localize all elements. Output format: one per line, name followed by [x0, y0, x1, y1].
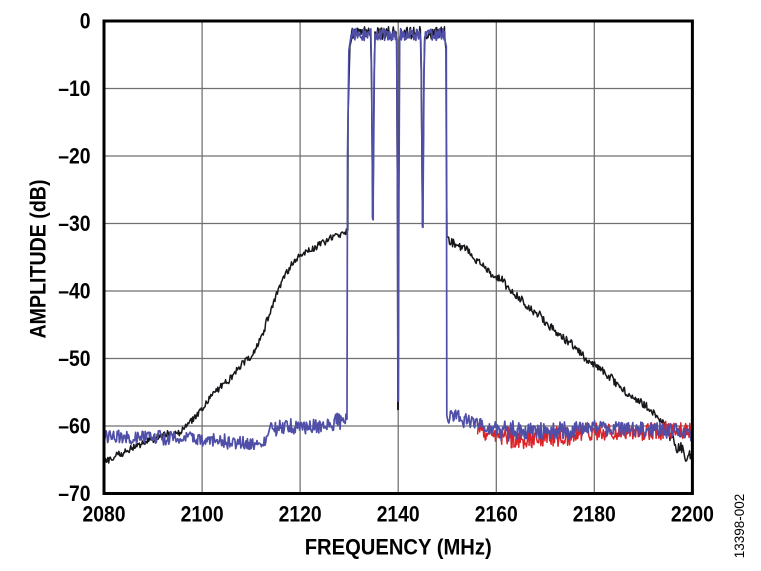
svg-text:–40: –40 [58, 279, 90, 304]
svg-text:2080: 2080 [83, 501, 126, 526]
svg-text:–10: –10 [58, 76, 90, 101]
svg-text:–20: –20 [58, 144, 90, 169]
svg-text:2140: 2140 [377, 501, 420, 526]
svg-text:2100: 2100 [181, 501, 224, 526]
svg-text:2200: 2200 [671, 501, 714, 526]
svg-text:FREQUENCY (MHz): FREQUENCY (MHz) [305, 535, 492, 560]
svg-text:13398-002: 13398-002 [732, 494, 747, 559]
svg-text:–30: –30 [58, 211, 90, 236]
svg-text:2180: 2180 [573, 501, 616, 526]
svg-text:–50: –50 [58, 346, 90, 371]
svg-text:2120: 2120 [279, 501, 322, 526]
svg-text:2160: 2160 [475, 501, 518, 526]
svg-text:–70: –70 [58, 481, 90, 506]
svg-text:–60: –60 [58, 414, 90, 439]
svg-text:AMPLITUDE (dB): AMPLITUDE (dB) [26, 180, 51, 339]
svg-text:0: 0 [80, 9, 91, 34]
